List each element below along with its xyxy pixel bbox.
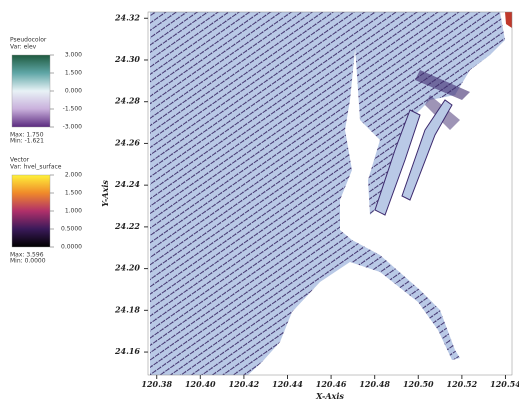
x-tick-label: 120.44 bbox=[272, 379, 303, 389]
legend-var: Var: elev bbox=[10, 44, 37, 51]
legend-var: Var: hvel_surface bbox=[10, 164, 62, 171]
y-tick-label: 24.22 bbox=[114, 221, 140, 231]
visualization: 120.38 120.40 120.42 120.44 120.46 120.48 120.… bbox=[0, 0, 519, 402]
x-tick-label: 120.50 bbox=[403, 379, 434, 389]
legend-title: Pseudocolor bbox=[10, 37, 47, 44]
x-tick-label: 120.48 bbox=[359, 379, 390, 389]
x-tick-label: 120.42 bbox=[229, 379, 260, 389]
y-tick-label: 24.26 bbox=[114, 137, 140, 147]
vector-field bbox=[150, 12, 512, 375]
x-tick-label: 120.52 bbox=[447, 379, 478, 389]
y-tick-label: 24.24 bbox=[114, 179, 140, 189]
colorbar-tick-label: 1.500 bbox=[65, 190, 82, 197]
legend-title: Vector bbox=[10, 157, 30, 164]
x-axis-label: X-Axis bbox=[315, 391, 344, 401]
y-tick-label: 24.18 bbox=[114, 304, 140, 314]
colorbar-tick-label: 1.500 bbox=[65, 70, 82, 77]
y-tick-label: 24.16 bbox=[114, 346, 140, 356]
y-tick-label: 24.32 bbox=[114, 12, 140, 22]
colorbar-tick-label: 3.000 bbox=[65, 52, 82, 59]
colorbar-tick-label: 0.5000 bbox=[61, 226, 82, 233]
colorbar-tick-label: 2.000 bbox=[65, 172, 82, 179]
x-tick-label: 120.46 bbox=[316, 379, 347, 389]
colorbar bbox=[12, 175, 50, 247]
x-tick-label: 120.54 bbox=[490, 379, 519, 389]
x-tick-label: 120.40 bbox=[185, 379, 216, 389]
legend-min: Min: 0.0000 bbox=[10, 258, 46, 265]
colorbar-tick-label: 0.0000 bbox=[61, 244, 82, 251]
colorbar bbox=[12, 55, 50, 127]
colorbar-tick-label: -1.500 bbox=[63, 106, 83, 113]
x-tick-label: 120.38 bbox=[141, 379, 172, 389]
y-axis-label: Y-Axis bbox=[100, 180, 110, 207]
colorbar-tick-label: 1.000 bbox=[65, 208, 82, 215]
colorbar-tick-label: 0.000 bbox=[65, 88, 82, 95]
legend-min: Min: -1.621 bbox=[10, 138, 44, 145]
y-tick-label: 24.28 bbox=[114, 96, 140, 106]
red-marker bbox=[505, 12, 512, 28]
y-tick-label: 24.30 bbox=[114, 54, 140, 64]
colorbar-tick-label: -3.000 bbox=[63, 124, 83, 131]
harbor-region bbox=[352, 12, 505, 215]
y-tick-label: 24.20 bbox=[114, 263, 140, 273]
